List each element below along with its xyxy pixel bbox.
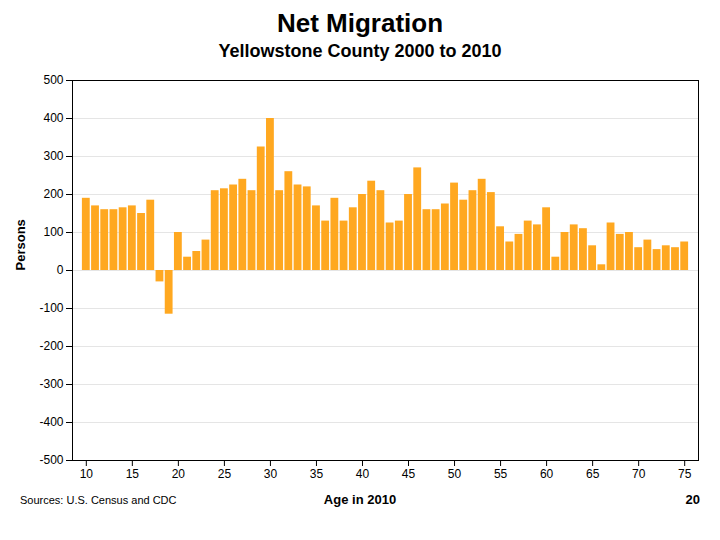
svg-text:60: 60: [540, 467, 554, 481]
svg-text:70: 70: [632, 467, 646, 481]
svg-text:-400: -400: [39, 415, 63, 429]
html-text:20: 20: [685, 492, 700, 507]
html-text:Age in 2010: Age in 2010: [323, 492, 397, 507]
svg-text:50: 50: [448, 467, 462, 481]
svg-text:-300: -300: [39, 377, 63, 391]
svg-text:-100: -100: [39, 301, 63, 315]
svg-text:25: 25: [218, 467, 232, 481]
svg-text:40: 40: [356, 467, 370, 481]
svg-text:0: 0: [57, 263, 64, 277]
svg-text:Persons: Persons: [13, 219, 28, 270]
svg-text:10: 10: [80, 467, 94, 481]
svg-text:35: 35: [310, 467, 324, 481]
svg-text:400: 400: [43, 111, 63, 125]
svg-text:30: 30: [264, 467, 278, 481]
svg-text:-200: -200: [39, 339, 63, 353]
html-text:Sources: U.S. Census and CDC: Sources: U.S. Census and CDC: [20, 493, 177, 506]
html-text:Yellowstone County 2000 to 201: Yellowstone County 2000 to 2010: [218, 41, 502, 61]
svg-text:500: 500: [43, 73, 63, 87]
svg-text:-500: -500: [39, 453, 63, 467]
svg-text:75: 75: [678, 467, 692, 481]
svg-text:55: 55: [494, 467, 508, 481]
svg-text:15: 15: [126, 467, 140, 481]
svg-text:20: 20: [172, 467, 186, 481]
svg-text:200: 200: [43, 187, 63, 201]
svg-text:100: 100: [43, 225, 63, 239]
svg-text:45: 45: [402, 467, 416, 481]
html-text:Net Migration: Net Migration: [276, 8, 443, 38]
svg-text:65: 65: [586, 467, 600, 481]
svg-text:300: 300: [43, 149, 63, 163]
